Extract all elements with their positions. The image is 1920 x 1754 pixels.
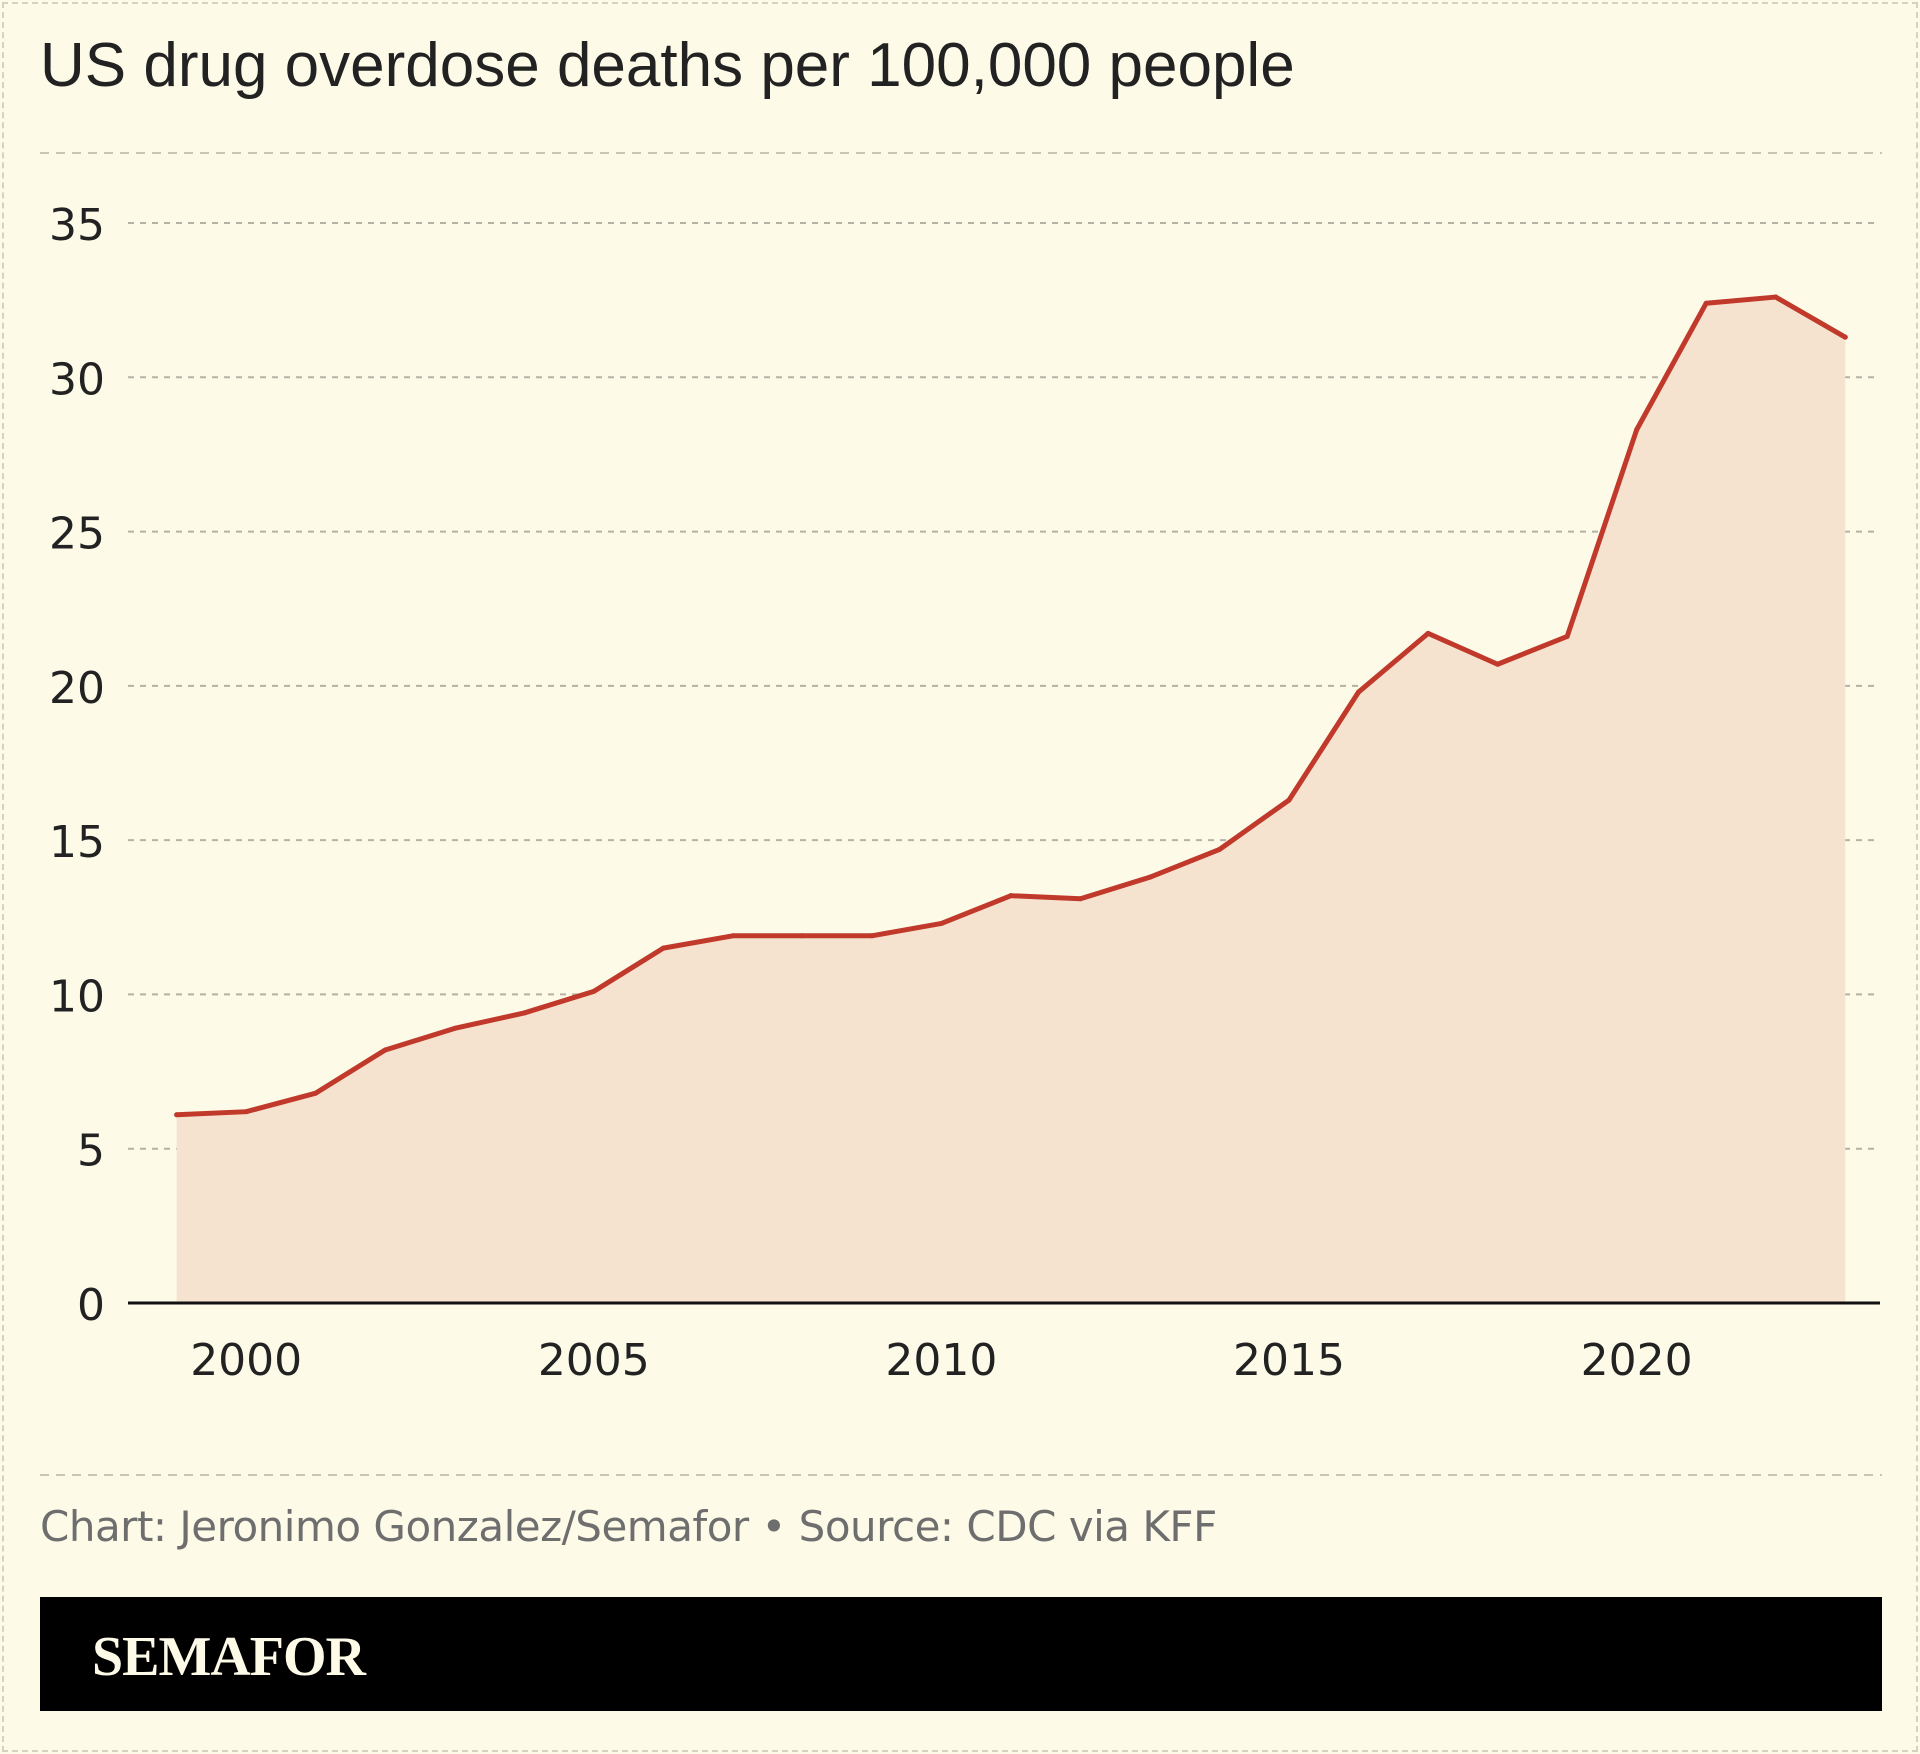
footer-bar: SEMAFOR	[40, 1597, 1882, 1711]
data-point-1999	[174, 1112, 180, 1118]
y-tick-label: 5	[77, 1126, 105, 1177]
data-point-2011	[1008, 893, 1014, 899]
y-tick-label: 15	[49, 817, 105, 868]
data-point-2016	[1356, 689, 1362, 695]
x-tick-label: 2005	[538, 1335, 650, 1386]
data-point-2015	[1286, 797, 1292, 803]
data-point-2009	[869, 933, 875, 939]
data-point-2022	[1773, 294, 1779, 300]
data-point-2014	[1217, 846, 1223, 852]
data-point-2010	[938, 920, 944, 926]
data-point-2004	[521, 1010, 527, 1016]
data-point-2007	[730, 933, 736, 939]
x-tick-label: 2015	[1233, 1335, 1345, 1386]
data-point-2002	[382, 1047, 388, 1053]
chart-svg: 0 5 10 15 20 25 30 35 2000 2005 2010 2015 2020	[40, 152, 1882, 1476]
y-tick-label: 30	[49, 354, 105, 405]
data-point-2005	[591, 988, 597, 994]
data-point-2012	[1077, 896, 1083, 902]
data-point-2001	[313, 1090, 319, 1096]
data-point-2021	[1703, 300, 1709, 306]
x-tick-label: 2010	[885, 1335, 997, 1386]
data-point-2018	[1495, 661, 1501, 667]
data-point-2019	[1564, 633, 1570, 639]
data-point-2017	[1425, 630, 1431, 636]
y-tick-label: 20	[49, 663, 105, 714]
data-point-2020	[1634, 427, 1640, 433]
y-tick-labels: 0 5 10 15 20 25 30 35	[49, 200, 105, 1331]
chart-title: US drug overdose deaths per 100,000 peop…	[40, 31, 1295, 100]
area-fill	[176, 297, 1846, 1303]
y-tick-label: 35	[49, 200, 105, 251]
semafor-logo: SEMAFOR	[92, 1626, 366, 1688]
data-point-2013	[1147, 874, 1153, 880]
data-point-2023	[1842, 334, 1848, 340]
data-point-2008	[799, 933, 805, 939]
y-tick-label: 10	[49, 971, 105, 1022]
x-tick-label: 2020	[1581, 1335, 1693, 1386]
x-tick-label: 2000	[190, 1335, 302, 1386]
x-tick-labels: 2000 2005 2010 2015 2020	[190, 1335, 1692, 1386]
y-tick-label: 25	[49, 509, 105, 560]
data-point-2003	[452, 1025, 458, 1031]
data-points	[174, 294, 1848, 1118]
data-point-2006	[660, 945, 666, 951]
source-credit: Chart: Jeronimo Gonzalez/Semafor • Sourc…	[40, 1502, 1217, 1551]
data-point-2000	[243, 1109, 249, 1115]
area-layer	[174, 294, 1848, 1303]
y-tick-label: 0	[77, 1280, 105, 1331]
